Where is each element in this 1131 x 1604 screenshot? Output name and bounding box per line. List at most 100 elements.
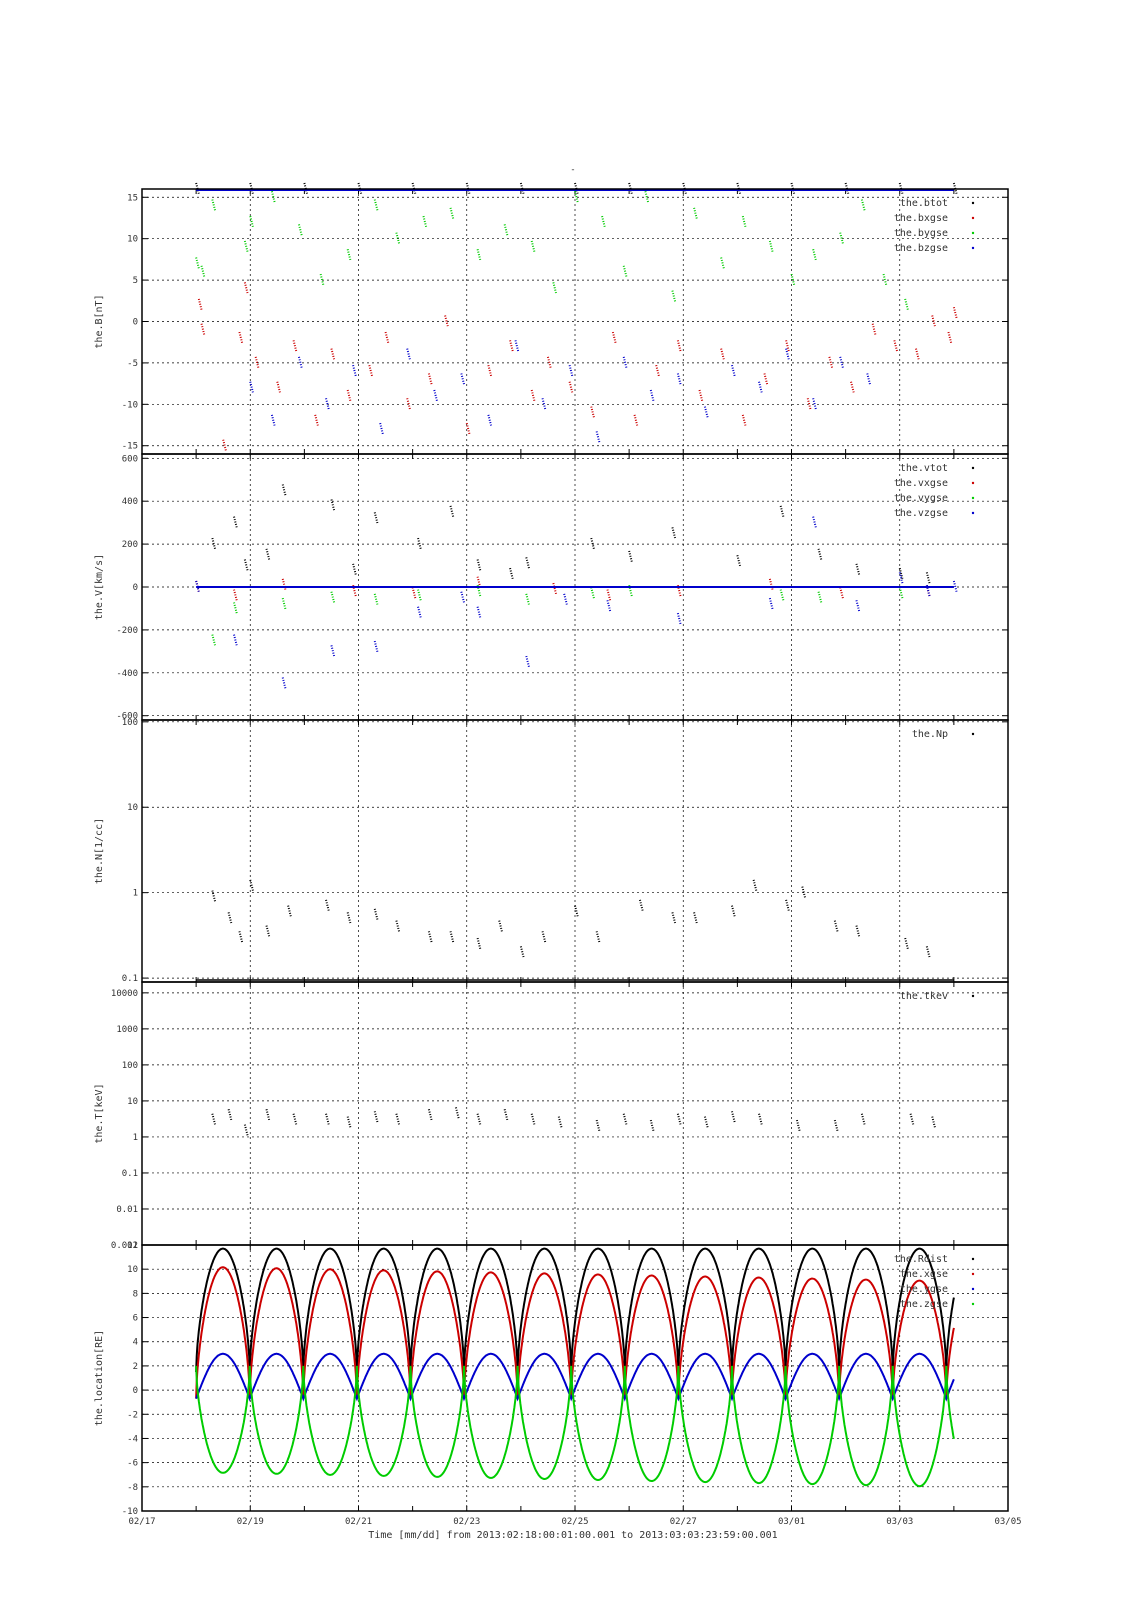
data-point-the.vygse (281, 597, 287, 611)
data-point-the.tkev (325, 1113, 330, 1126)
data-point-the.vzgse (373, 640, 379, 654)
y-tick-label: 0 (133, 318, 138, 328)
data-point-the.bygse (574, 191, 579, 204)
data-point-the.bygse (297, 224, 303, 237)
data-point-the.Np (265, 925, 271, 938)
series-line-the.ygse (195, 1352, 955, 1402)
data-point-the.bygse (249, 215, 255, 229)
y-tick-label: 0.1 (122, 1169, 138, 1179)
data-point-the.bxgse (763, 373, 769, 386)
legend-label: the.Np (912, 729, 948, 740)
data-point-the.vygse (476, 585, 482, 598)
data-point-the.bygse (422, 215, 428, 229)
data-point-the.bygse (720, 257, 726, 270)
data-point-the.vygse (779, 589, 785, 602)
data-point-the.bxgse (444, 315, 450, 328)
data-point-the.Np (211, 890, 217, 903)
y-tick-label: 0 (133, 583, 138, 593)
data-point-the.bygse (790, 273, 796, 287)
y-tick-label: -4 (127, 1434, 138, 1444)
y-tick-label: 12 (127, 1241, 138, 1251)
data-point-the.bzgse (568, 364, 574, 378)
panel-v: -600 -400 -200 0 200 400 600 the.vtot the.vxgse t… (94, 453, 1009, 722)
data-point-the.tkev (454, 1107, 460, 1120)
data-point-the.vxgse (281, 578, 287, 592)
data-point-the.bxgse (546, 356, 552, 370)
data-point-the.bygse (449, 207, 455, 221)
data-point-the.bxgse (871, 323, 877, 337)
data-point-the.vtot (330, 499, 336, 512)
data-point-the.bxgse (346, 389, 352, 403)
data-point-the.tkev (931, 1116, 937, 1129)
data-point-the.Np (671, 912, 677, 925)
data-point-the.tkev (373, 1111, 379, 1124)
data-point-the.bxgse (197, 298, 203, 312)
data-point-the.bzgse (839, 356, 845, 370)
data-point-the.bzgse (595, 431, 601, 444)
y-axis-label: the.N[1/cc] (94, 818, 105, 884)
data-point-the.bxgse (931, 315, 937, 328)
data-point-the.tkev (427, 1109, 433, 1122)
data-point-the.vygse (817, 591, 823, 604)
legend-label: the.tkev (900, 991, 948, 1002)
data-point-the.bygse (839, 232, 845, 245)
data-point-the.vygse (233, 602, 238, 615)
data-point-the.bzgse (460, 373, 466, 386)
legend-label: the.bzgse (894, 243, 948, 254)
data-point-the.bxgse (915, 348, 920, 361)
data-point-the.bzgse (487, 414, 493, 428)
legend-label: the.vtot (900, 463, 948, 474)
data-point-the.bygse (195, 257, 201, 270)
data-point-the.vzgse (195, 580, 201, 594)
data-point-the.bzgse (514, 340, 520, 353)
legend-label: the.vxgse (894, 478, 948, 489)
data-point-the.tkev (292, 1113, 298, 1126)
data-point-the.bxgse (720, 348, 726, 361)
data-layer (195, 182, 958, 452)
data-point-the.bxgse (509, 340, 515, 353)
y-tick-label: -2 (127, 1410, 138, 1420)
data-point-the.Np (287, 905, 293, 918)
data-point-the.bxgse (785, 340, 791, 353)
data-point-the.vxgse (768, 578, 774, 592)
y-tick-label: 100 (122, 1061, 138, 1071)
data-point-the.vygse (590, 587, 596, 600)
data-point-the.Np (785, 899, 791, 913)
legend-label: the.zgse (900, 1299, 948, 1310)
data-point-the.vxgse (352, 585, 358, 598)
legend-marker (971, 732, 975, 736)
data-point-the.tkev (503, 1109, 509, 1122)
data-point-the.bxgse (243, 282, 249, 295)
data-point-the.bygse (395, 232, 401, 245)
data-point-the.Np (855, 925, 861, 938)
data-point-the.bzgse (379, 422, 385, 436)
x-tick-label: 02/21 (345, 1517, 372, 1527)
data-point-the.vtot (779, 505, 785, 519)
legend-label: the.btot (900, 198, 948, 209)
data-layer (196, 879, 954, 981)
data-point-the.bygse (860, 199, 866, 212)
legend-marker (971, 201, 975, 205)
y-tick-label: -400 (116, 669, 138, 679)
data-point-the.bygse (200, 265, 206, 279)
data-point-the.bxgse (893, 340, 899, 353)
data-point-the.tkev (730, 1111, 736, 1124)
data-point-the.vzgse (330, 645, 336, 658)
data-point-the.bygse (601, 215, 607, 229)
data-point-the.bygse (904, 298, 910, 312)
data-point-the.bygse (243, 240, 249, 254)
y-tick-label: 1000 (116, 1025, 138, 1035)
y-tick-label: 1 (133, 889, 138, 899)
data-point-the.bygse (211, 199, 217, 212)
y-tick-label: 2 (133, 1362, 138, 1372)
data-point-the.vzgse (812, 516, 818, 529)
data-point-the.bygse (552, 282, 558, 295)
data-point-the.vtot (590, 537, 596, 551)
data-point-the.bxgse (850, 381, 856, 394)
y-tick-label: -5 (127, 359, 138, 369)
y-tick-label: 0.001 (111, 1241, 138, 1251)
data-point-the.bygse (741, 215, 747, 229)
y-tick-label: 400 (122, 497, 138, 507)
data-point-the.bzgse (703, 406, 709, 419)
